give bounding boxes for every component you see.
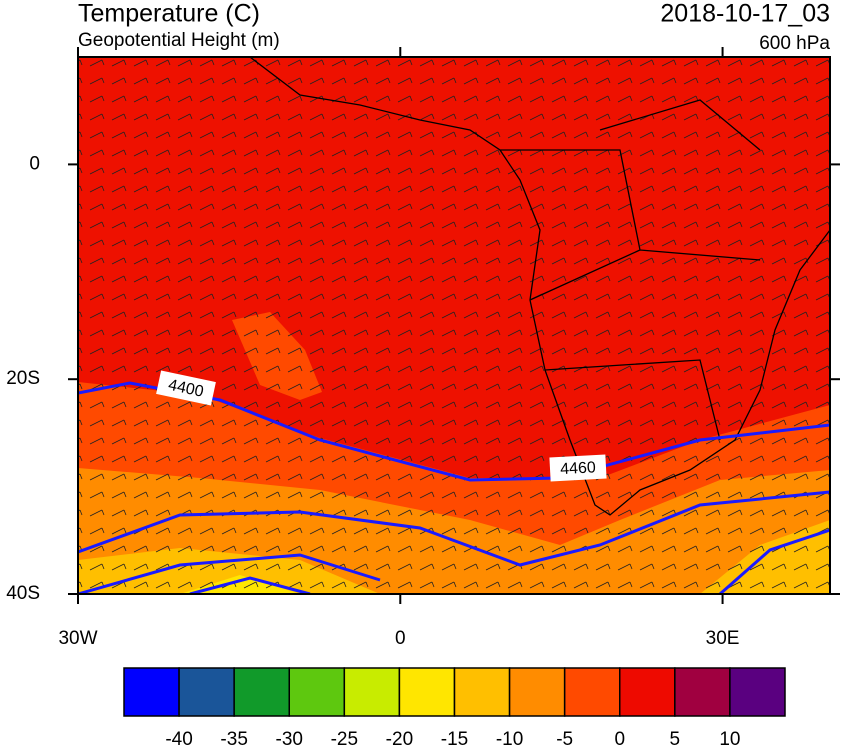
y-tick-label: 0 [29, 153, 40, 174]
y-tick-label: 40S [6, 583, 40, 604]
map-frame [77, 56, 831, 595]
colorbar-box [729, 667, 786, 717]
contour-label: 4460 [560, 459, 597, 478]
level: 600 hPa [759, 33, 830, 54]
colorbar-label: 10 [719, 729, 740, 750]
colorbar-box [619, 667, 676, 717]
colorbar-label: -10 [496, 729, 523, 750]
contour-label-box [549, 454, 607, 482]
colorbar-box [123, 667, 180, 717]
colorbar-box [288, 667, 346, 717]
colorbar-box [178, 667, 235, 717]
x-tick-label: 30W [58, 628, 97, 649]
y-tick-label: 20S [6, 368, 40, 389]
colorbar-box [453, 667, 511, 717]
colorbar-label: 0 [614, 729, 625, 750]
colorbar-label: -20 [386, 729, 413, 750]
colorbar-label: -35 [220, 729, 247, 750]
map-field: 4400 4460 [78, 57, 830, 594]
colorbar-label: -15 [441, 729, 468, 750]
colorbar-box [508, 667, 566, 717]
colorbar-box [398, 667, 456, 717]
contour-line [189, 576, 311, 594]
x-tick-label: 0 [395, 628, 406, 649]
colorbar-box [343, 667, 401, 717]
colorbar-box [563, 667, 621, 717]
colorbar-label: -25 [331, 729, 358, 750]
colorbar-label: -5 [556, 729, 573, 750]
colorbar-label: -30 [276, 729, 303, 750]
colorbar-box [233, 667, 291, 717]
contour-line [78, 381, 830, 482]
colorbar-box [674, 667, 731, 717]
valid-time: 2018-10-17_03 [660, 0, 830, 28]
contour-line [719, 528, 830, 594]
title: Temperature (C) [78, 0, 260, 28]
coastline [249, 57, 830, 516]
contour-label-box [156, 370, 216, 406]
colorbar-label: 5 [670, 729, 681, 750]
contour-line [78, 490, 830, 567]
subtitle: Geopotential Height (m) [78, 30, 280, 51]
contour-line [78, 553, 381, 594]
x-tick-label: 30E [706, 628, 740, 649]
colorbar-label: -40 [165, 729, 192, 750]
